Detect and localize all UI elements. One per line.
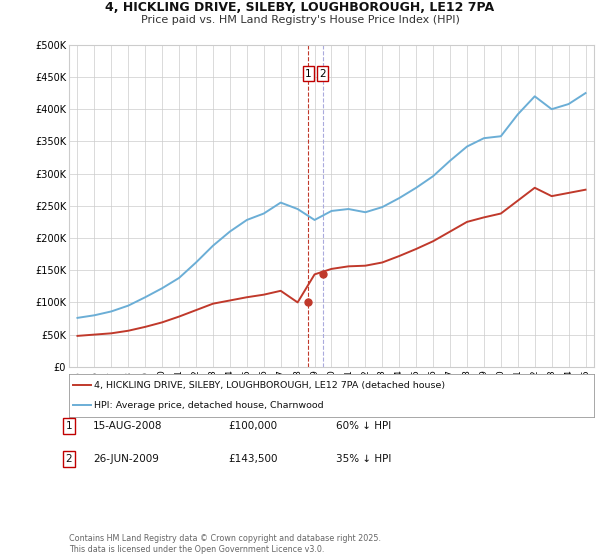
Text: 2: 2 [319, 69, 326, 79]
Text: 2: 2 [65, 454, 73, 464]
Text: 35% ↓ HPI: 35% ↓ HPI [336, 454, 391, 464]
Text: 26-JUN-2009: 26-JUN-2009 [93, 454, 159, 464]
Text: Price paid vs. HM Land Registry's House Price Index (HPI): Price paid vs. HM Land Registry's House … [140, 15, 460, 25]
Text: 60% ↓ HPI: 60% ↓ HPI [336, 421, 391, 431]
Text: HPI: Average price, detached house, Charnwood: HPI: Average price, detached house, Char… [94, 401, 324, 410]
Text: £143,500: £143,500 [228, 454, 277, 464]
Text: £100,000: £100,000 [228, 421, 277, 431]
Text: Contains HM Land Registry data © Crown copyright and database right 2025.
This d: Contains HM Land Registry data © Crown c… [69, 534, 381, 554]
Text: 15-AUG-2008: 15-AUG-2008 [93, 421, 163, 431]
Text: 1: 1 [65, 421, 73, 431]
Text: 4, HICKLING DRIVE, SILEBY, LOUGHBOROUGH, LE12 7PA: 4, HICKLING DRIVE, SILEBY, LOUGHBOROUGH,… [106, 1, 494, 14]
Text: 4, HICKLING DRIVE, SILEBY, LOUGHBOROUGH, LE12 7PA (detached house): 4, HICKLING DRIVE, SILEBY, LOUGHBOROUGH,… [94, 381, 445, 390]
Text: 1: 1 [305, 69, 311, 79]
